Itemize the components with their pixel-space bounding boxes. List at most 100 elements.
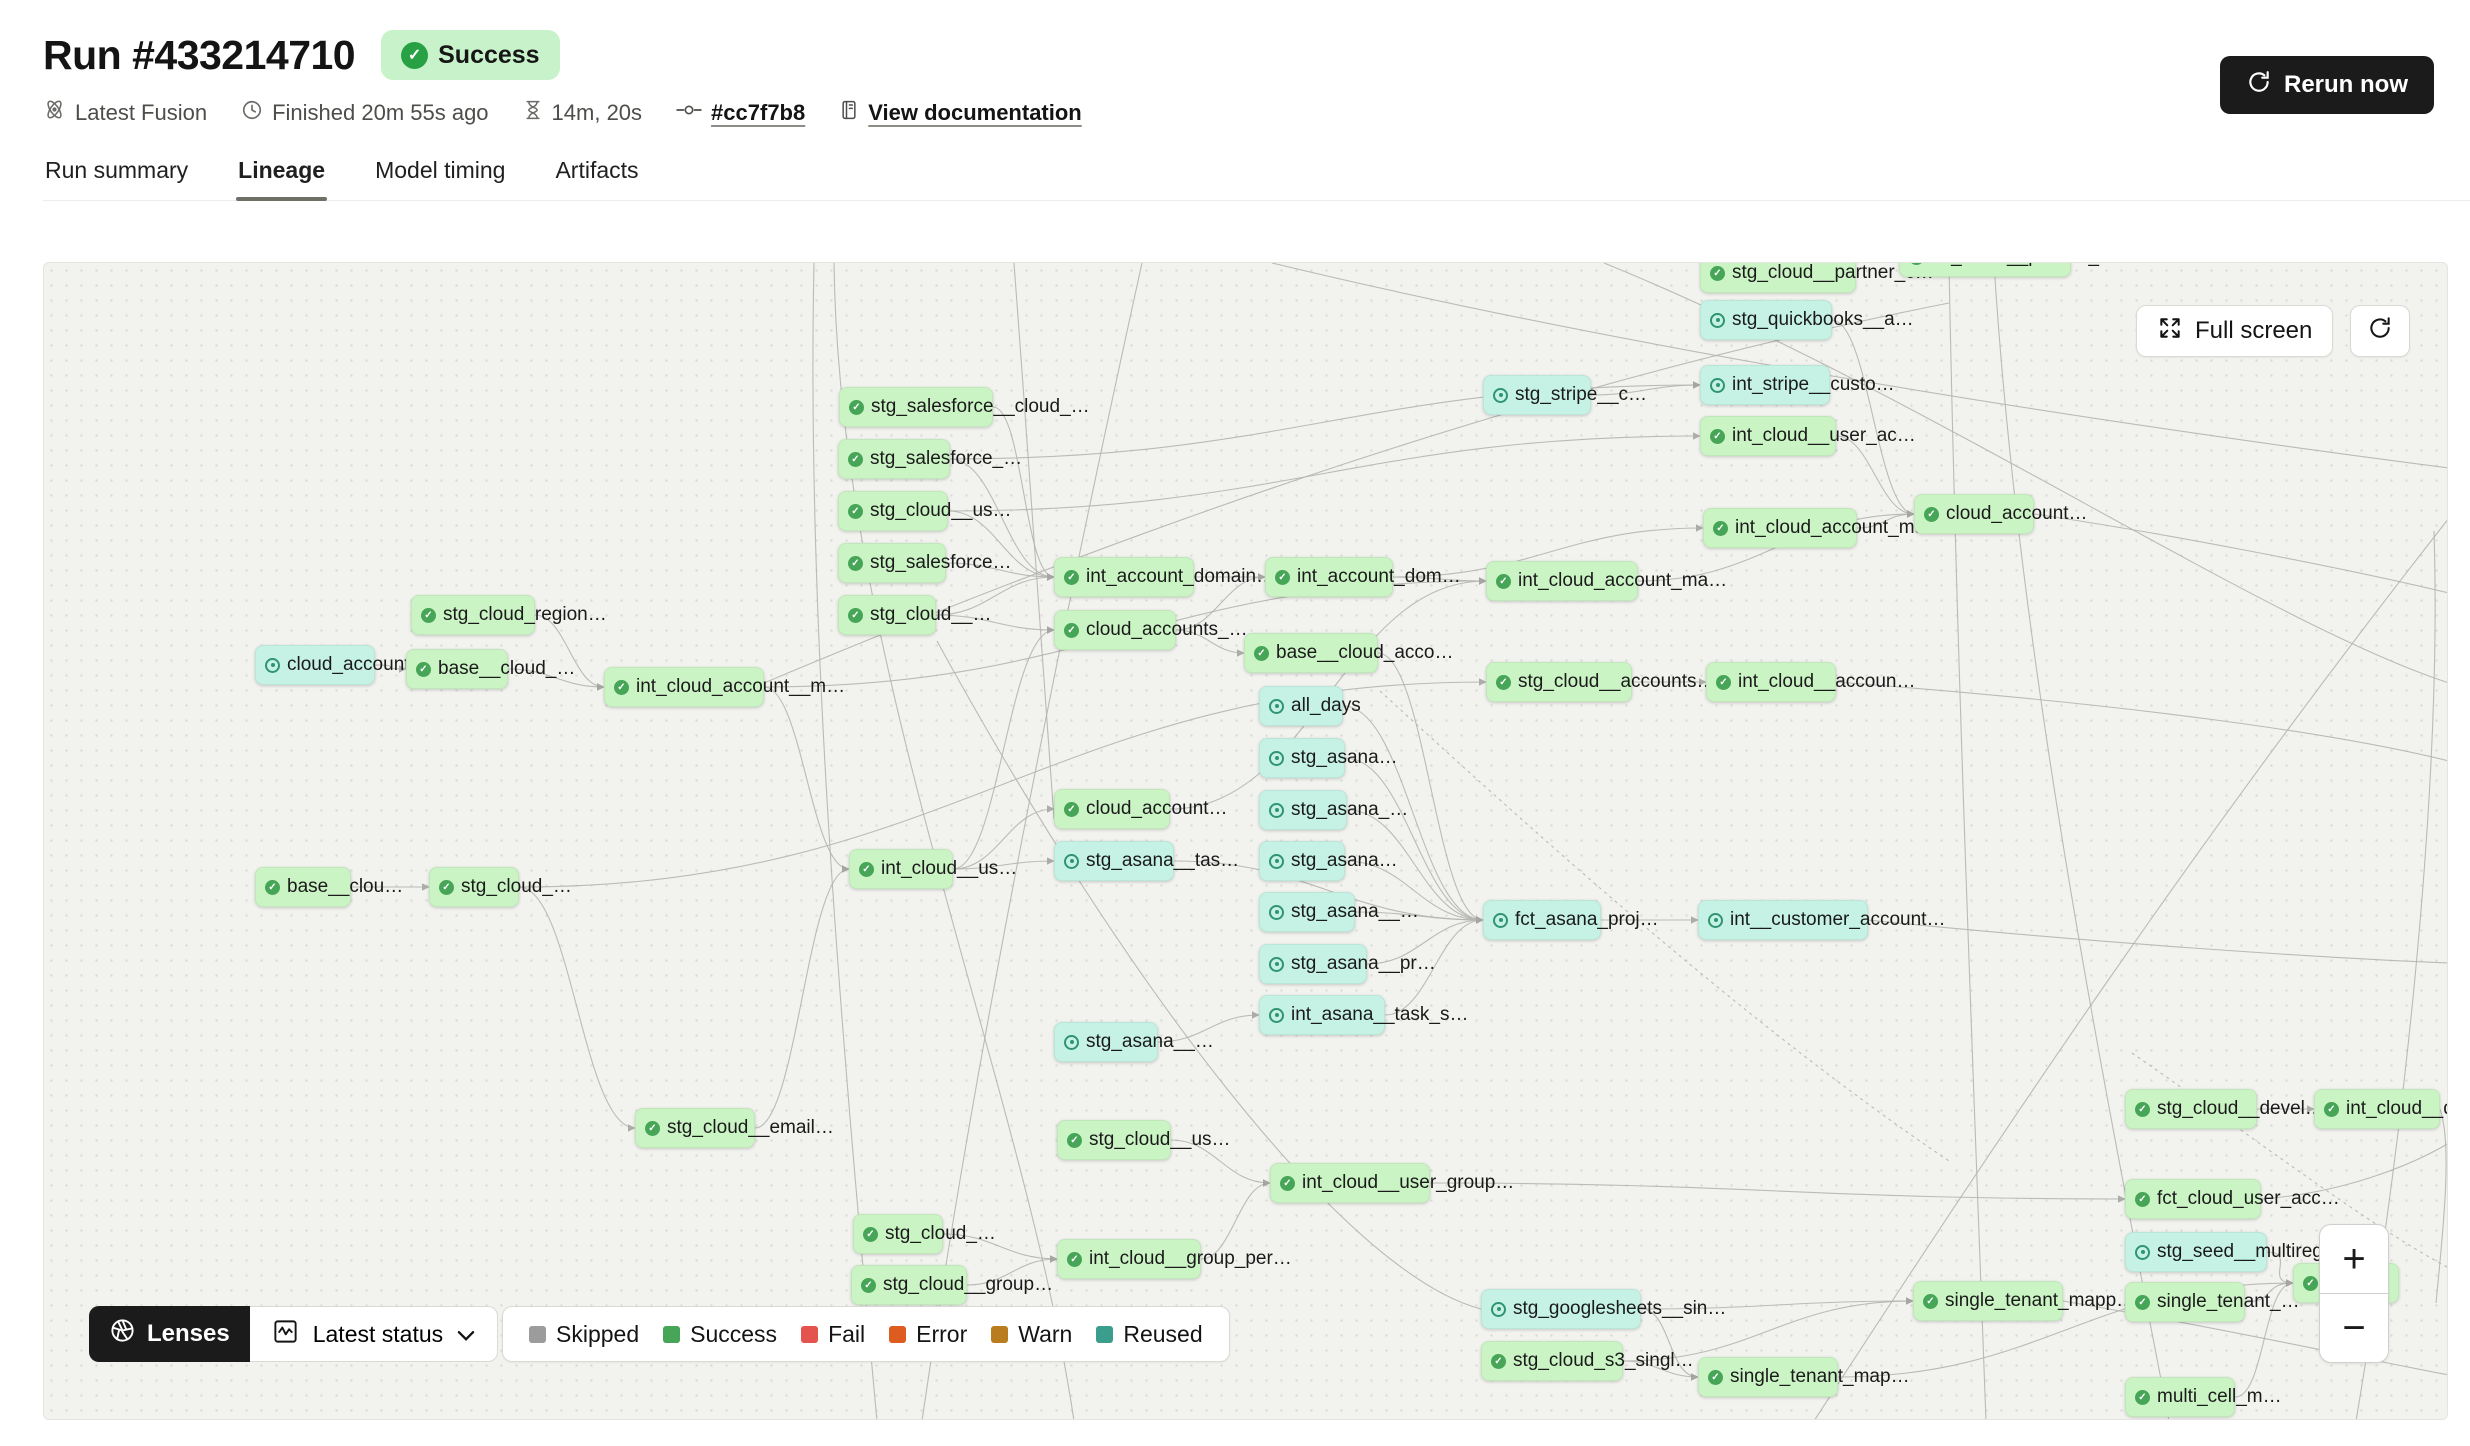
graph-node-label: stg_stripe__c…: [1515, 384, 1648, 405]
graph-node-n31[interactable]: ✓ int_cloud__user_group…: [1270, 1163, 1514, 1203]
graph-node-n52[interactable]: stg_seed__multireg…: [2125, 1232, 2342, 1272]
zoom-in-button[interactable]: +: [2320, 1225, 2388, 1293]
graph-node-n25[interactable]: stg_asana__…: [1054, 1022, 1214, 1062]
graph-node-n45[interactable]: int__customer_account…: [1698, 900, 1945, 940]
graph-node-n43[interactable]: ✓ int_cloud__accoun…: [1706, 662, 1915, 702]
graph-node-label: int_cloud_account_ma…: [1735, 517, 1945, 538]
graph-node-n16[interactable]: all_days: [1259, 686, 1361, 726]
graph-node-label: int_cloud__group_per…: [1089, 1248, 1292, 1269]
graph-node-label: base__clou…: [287, 876, 404, 897]
graph-node-n10[interactable]: ✓ stg_salesforce…: [838, 543, 1012, 583]
graph-node-n26[interactable]: ✓ int_cloud__us…: [849, 849, 1017, 889]
graph-node-n4[interactable]: ✓ int_cloud_account__m…: [604, 667, 845, 707]
graph-node-label: int_cloud_account__m…: [636, 676, 846, 697]
graph-node-n17[interactable]: stg_asana…: [1259, 738, 1398, 778]
graph-node-n44[interactable]: fct_asana_proj…: [1483, 900, 1659, 940]
reused-icon: [1269, 904, 1284, 920]
success-icon: ✓: [1067, 1132, 1082, 1148]
graph-node-n5[interactable]: ✓ base__clou…: [255, 867, 403, 907]
graph-node-n34[interactable]: stg_quickbooks__a…: [1700, 300, 1914, 340]
graph-node-n18[interactable]: stg_asana_…: [1259, 790, 1408, 830]
graph-node-n41[interactable]: ✓ int_cloud_account_ma…: [1486, 561, 1727, 601]
success-icon: ✓: [2324, 1101, 2339, 1117]
graph-node-n42[interactable]: ✓ stg_cloud__accounts…: [1486, 662, 1716, 702]
graph-node-n38[interactable]: ✓ int_cloud_account_ma…: [1703, 508, 1944, 548]
reused-icon: [1269, 750, 1284, 766]
graph-node-n8[interactable]: ✓ stg_salesforce_…: [838, 439, 1022, 479]
success-icon: ✓: [1280, 1175, 1295, 1191]
graph-node-n54[interactable]: ✓ stg_cloud__devel…: [2125, 1089, 2324, 1129]
graph-node-n23[interactable]: stg_asana__tas…: [1054, 841, 1239, 881]
tab-model-timing[interactable]: Model timing: [373, 151, 507, 200]
graph-node-n20[interactable]: stg_asana__…: [1259, 892, 1419, 932]
reused-icon: [1493, 387, 1508, 403]
graph-node-label: fct_asana_proj…: [1515, 909, 1659, 930]
graph-node-label: stg_cloud__…: [870, 604, 992, 625]
graph-node-n32[interactable]: ✓ stg_cloud__email…: [635, 1108, 834, 1148]
graph-node-n36[interactable]: ✓ int_cloud__user_ac…: [1700, 416, 1916, 456]
success-icon: ✓: [863, 1226, 878, 1242]
lens-bar: Lenses Latest status: [89, 1306, 499, 1362]
graph-node-n27[interactable]: ✓ stg_cloud__us…: [1057, 1120, 1231, 1160]
rerun-now-button[interactable]: Rerun now: [2220, 56, 2434, 114]
success-icon: ✓: [1491, 1353, 1506, 1369]
graph-node-n40[interactable]: ✓ int_cloud__partner_con…: [1899, 263, 2149, 277]
graph-node-n51[interactable]: ✓ single_tenant_…: [2125, 1282, 2300, 1322]
graph-node-label: single_tenant_…: [2157, 1291, 2300, 1312]
reused-icon: [1269, 956, 1284, 972]
graph-node-label: stg_cloud__devel…: [2157, 1098, 2324, 1119]
graph-node-n1[interactable]: cloud_account…: [255, 645, 429, 685]
graph-node-n35[interactable]: int_stripe__custo…: [1700, 365, 1895, 405]
graph-node-n46[interactable]: stg_googlesheets__sin…: [1481, 1289, 1726, 1329]
tab-artifacts[interactable]: Artifacts: [553, 151, 640, 200]
legend-item-skipped: Skipped: [529, 1321, 639, 1348]
finished-time-label: Finished 20m 55s ago: [241, 99, 489, 127]
graph-node-n19[interactable]: stg_asana…: [1259, 841, 1398, 881]
graph-node-n49[interactable]: ✓ single_tenant_mapp…: [1913, 1281, 2135, 1321]
graph-node-n37[interactable]: stg_stripe__c…: [1483, 375, 1647, 415]
lineage-canvas[interactable]: cloud_account… ✓ stg_cloud_region… ✓ base__c…: [43, 262, 2448, 1420]
graph-node-n2[interactable]: ✓ stg_cloud_region…: [411, 595, 607, 635]
graph-node-n53[interactable]: ✓ fct_cloud_user_acc…: [2125, 1179, 2340, 1219]
graph-node-label: stg_cloud__partner_c…: [1732, 262, 1934, 283]
tab-lineage[interactable]: Lineage: [236, 151, 328, 201]
graph-node-n11[interactable]: ✓ stg_cloud__…: [838, 595, 991, 635]
graph-node-n14[interactable]: ✓ int_account_dom…: [1265, 557, 1461, 597]
graph-node-n33[interactable]: ✓ stg_cloud__partner_c…: [1700, 263, 1934, 293]
graph-node-n28[interactable]: ✓ stg_cloud_…: [853, 1214, 996, 1254]
run-header: Run #433214710 ✓ Success Rerun now Lates…: [0, 0, 2470, 201]
lenses-button[interactable]: Lenses: [89, 1306, 250, 1362]
zoom-out-button[interactable]: −: [2320, 1294, 2388, 1362]
graph-node-n3[interactable]: ✓ base__cloud_…: [406, 649, 575, 689]
commit-link[interactable]: #cc7f7b8: [676, 99, 805, 127]
graph-node-label: stg_cloud_…: [885, 1223, 996, 1244]
graph-node-n7[interactable]: ✓ stg_salesforce__cloud_…: [839, 387, 1090, 427]
graph-node-n50[interactable]: ✓ multi_cell_m…: [2125, 1377, 2282, 1417]
graph-node-n15[interactable]: ✓ base__cloud_acco…: [1244, 633, 1453, 673]
graph-node-label: stg_cloud__email…: [667, 1117, 834, 1138]
graph-node-n30[interactable]: ✓ int_cloud__group_per…: [1057, 1239, 1292, 1279]
full-screen-button[interactable]: Full screen: [2136, 305, 2334, 357]
graph-node-label: stg_cloud_…: [461, 876, 572, 897]
lens-selector[interactable]: Latest status: [249, 1306, 499, 1362]
success-icon: ✓: [1064, 801, 1079, 817]
graph-node-n48[interactable]: ✓ single_tenant_map…: [1698, 1357, 1910, 1397]
graph-node-n9[interactable]: ✓ stg_cloud__us…: [838, 491, 1012, 531]
graph-node-n6[interactable]: ✓ stg_cloud_…: [429, 867, 572, 907]
graph-node-n39[interactable]: ✓ cloud_account…: [1914, 494, 2088, 534]
graph-node-n21[interactable]: stg_asana__pr…: [1259, 944, 1436, 984]
graph-node-n13[interactable]: ✓ cloud_accounts_…: [1054, 610, 1248, 650]
graph-node-n22[interactable]: int_asana__task_s…: [1259, 995, 1468, 1035]
graph-node-n29[interactable]: ✓ stg_cloud__group…: [851, 1265, 1053, 1305]
tab-run-summary[interactable]: Run summary: [43, 151, 190, 200]
graph-node-n24[interactable]: ✓ cloud_account…: [1054, 789, 1228, 829]
refresh-graph-button[interactable]: [2350, 305, 2410, 357]
graph-node-n47[interactable]: ✓ stg_cloud_s3_singl…: [1481, 1341, 1694, 1381]
graph-node-n12[interactable]: ✓ int_account_domain…: [1054, 557, 1275, 597]
graph-node-label: single_tenant_map…: [1730, 1366, 1910, 1387]
view-documentation-link[interactable]: View documentation: [839, 99, 1082, 127]
graph-node-label: stg_asana__…: [1086, 1031, 1214, 1052]
success-icon: ✓: [1923, 1293, 1938, 1309]
document-icon: [839, 99, 859, 127]
graph-node-n55[interactable]: ✓ int_cloud__devel…: [2314, 1089, 2447, 1129]
